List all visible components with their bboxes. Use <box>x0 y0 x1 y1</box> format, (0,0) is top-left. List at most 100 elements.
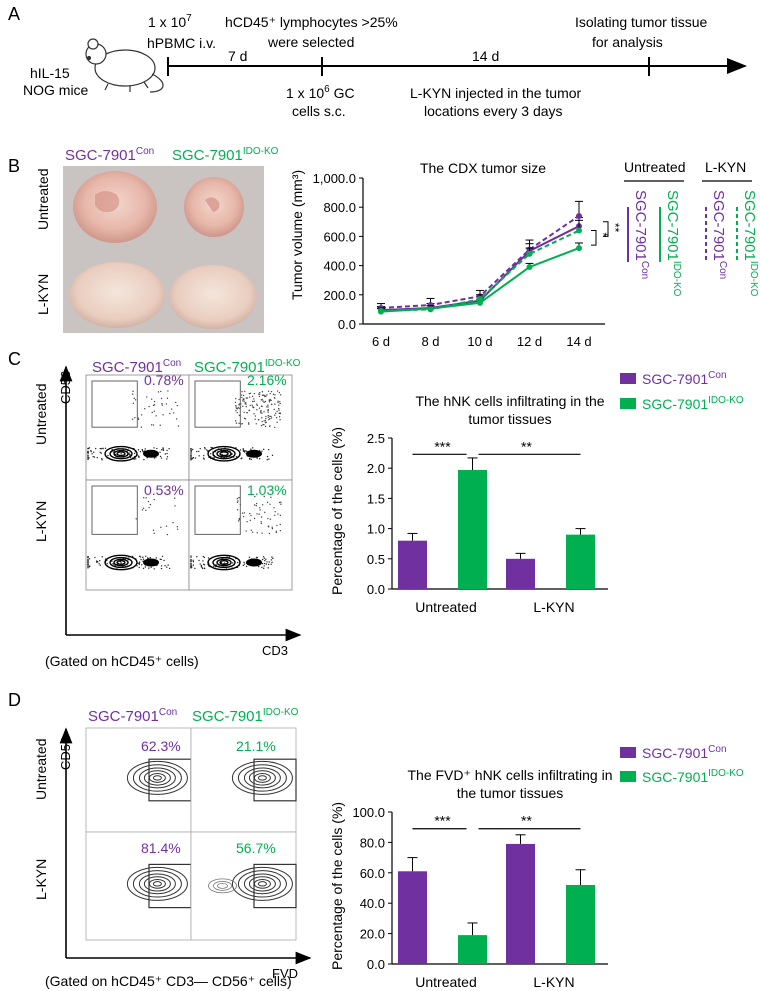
facs-event-dot <box>270 496 272 499</box>
facs-event-dot <box>147 500 150 503</box>
facs-event-dot <box>160 457 163 459</box>
facs-event-dot <box>138 555 141 558</box>
d-axis-x-label: FVD <box>272 966 298 981</box>
facs-event-dot <box>249 404 251 407</box>
facs-plot-frame <box>190 727 297 833</box>
nk-chart-ytick-label: 1.5 <box>367 491 385 506</box>
d-pct-ko-lkyn: 56.7% <box>236 840 276 856</box>
facs-event-dot <box>150 398 153 400</box>
facs-event-dot <box>172 521 174 524</box>
facs-event-dot <box>87 447 89 450</box>
fvd-chart-title-2: the tumor tissues <box>457 785 564 801</box>
fvd-chart-ytick-label: 80.0 <box>360 835 385 850</box>
legend-d-con: SGC-7901Con <box>642 744 727 761</box>
facs-event-dot <box>91 453 93 455</box>
facs-event-dot <box>256 403 258 405</box>
facs-event-dot <box>144 408 146 410</box>
facs-event-dot <box>274 426 276 429</box>
mouse-strain-line2: NOG mice <box>23 82 89 98</box>
facs-contour <box>257 775 267 781</box>
legend-b-lkyn: L-KYN <box>705 159 746 175</box>
line-chart-ytick-label: 800.0 <box>323 200 356 215</box>
facs-event-dot <box>99 564 101 566</box>
facs-event-dot <box>259 458 261 460</box>
facs-event-dot <box>248 409 251 411</box>
facs-event-dot <box>164 565 166 567</box>
fvd-chart-bar <box>458 935 487 964</box>
facs-event-dot <box>177 425 180 427</box>
photo-row-lkyn: L-KYN <box>35 274 51 315</box>
facs-event-dot <box>196 450 198 453</box>
facs-event-dot <box>140 426 143 428</box>
facs-event-dot <box>141 509 144 511</box>
facs-event-dot <box>190 559 192 561</box>
facs-event-dot <box>153 400 156 403</box>
facs-event-dot <box>263 562 266 565</box>
facs-event-dot <box>248 392 251 395</box>
facs-event-dot <box>111 560 113 562</box>
legend-b-text-ko-untreated: SGC-7901IDO-KO <box>664 190 682 297</box>
facs-contour <box>207 445 241 462</box>
facs-event-dot <box>153 498 155 501</box>
facs-plot-frame <box>85 831 192 941</box>
facs-event-dot <box>93 451 95 453</box>
facs-event-dot <box>190 555 192 557</box>
facs-event-dot <box>263 411 265 413</box>
facs-event-dot <box>253 413 255 415</box>
facs-event-dot <box>236 501 239 504</box>
facs-event-dot <box>255 423 257 425</box>
facs-event-dot <box>142 507 145 509</box>
facs-event-dot <box>133 452 136 455</box>
facs-event-dot <box>245 405 248 408</box>
d-gating-label: (Gated on hCD45⁺ CD3— CD56⁺ cells) <box>45 973 292 989</box>
facs-event-dot <box>143 497 145 499</box>
facs-contour <box>132 764 182 792</box>
facs-event-dot <box>238 518 241 521</box>
facs-event-dot <box>176 528 179 530</box>
facs-event-dot <box>242 564 244 567</box>
facs-event-dot <box>260 516 263 518</box>
isolate-line1: Isolating tumor tissue <box>575 14 707 30</box>
facs-event-dot <box>251 531 254 533</box>
facs-event-dot <box>153 532 155 535</box>
facs-event-dot <box>268 561 270 563</box>
facs-event-dot <box>235 455 238 458</box>
facs-event-dot <box>268 425 271 428</box>
facs-event-dot <box>278 404 280 406</box>
facs-contour <box>138 767 176 789</box>
facs-event-dot <box>190 566 192 569</box>
facs-event-dot <box>94 556 96 559</box>
facs-event-dot <box>257 393 260 395</box>
d-pct-con-untreated: 62.3% <box>141 738 181 754</box>
facs-event-dot <box>141 564 143 566</box>
facs-event-dot <box>162 414 164 416</box>
facs-event-dot <box>87 458 89 461</box>
facs-event-dot <box>248 556 251 559</box>
facs-event-dot <box>265 415 267 418</box>
facs-event-dot <box>251 404 253 406</box>
facs-event-dot <box>87 559 89 562</box>
facs-event-dot <box>242 405 244 408</box>
legend-c-swatch-con <box>620 373 636 384</box>
facs-event-dot <box>192 564 195 566</box>
facs-gate <box>91 380 138 428</box>
facs-event-dot <box>148 506 150 509</box>
facs-event-dot <box>266 501 269 504</box>
facs-contour <box>104 445 138 462</box>
facs-contour <box>116 560 126 566</box>
nk-chart-ytick-label: 2.5 <box>367 431 385 446</box>
facs-event-dot <box>220 561 223 564</box>
facs-event-dot <box>148 567 150 569</box>
facs-event-dot <box>190 455 192 458</box>
legend-c-swatch-ko <box>620 398 636 409</box>
fvd-bar-chart: The FVD⁺ hNK cells infiltrating in the tu… <box>329 767 613 990</box>
facs-event-dot <box>166 449 168 452</box>
facs-event-dot <box>264 395 266 398</box>
line-chart-ytick-label: 400.0 <box>323 259 356 274</box>
facs-event-dot <box>155 557 157 559</box>
facs-event-dot <box>267 517 269 520</box>
facs-event-dot <box>190 452 192 454</box>
facs-event-dot <box>235 422 238 424</box>
nk-chart-bar <box>398 540 427 589</box>
facs-event-dot <box>261 566 263 569</box>
